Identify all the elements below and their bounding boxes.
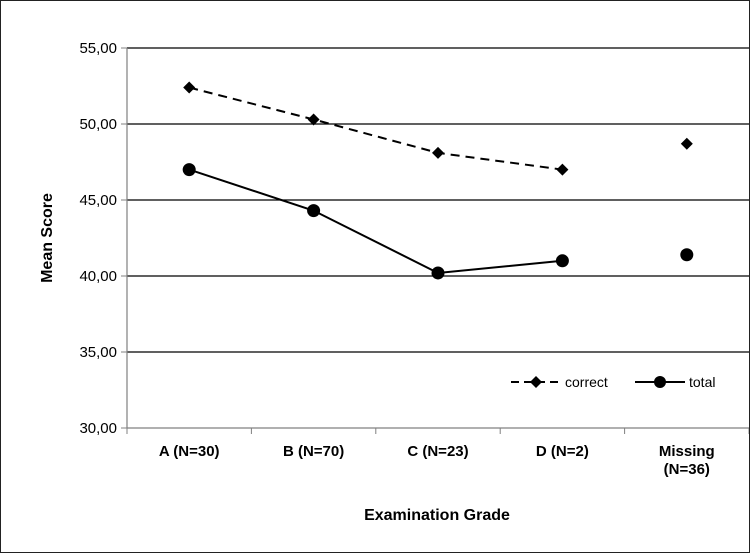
y-tick-labels: 30,00 35,00 40,00 45,00 50,00 55,00 — [79, 40, 117, 437]
x-tick-label: C (N=23) — [407, 443, 468, 460]
y-tick-label: 45,00 — [79, 192, 117, 209]
data-point-total — [307, 204, 321, 218]
series — [182, 81, 694, 280]
y-tick-label: 35,00 — [79, 344, 117, 361]
x-tick-labels: A (N=30) B (N=70) C (N=23) D (N=2) Missing (N… — [159, 443, 715, 478]
axes — [121, 47, 750, 434]
data-point-correct — [556, 163, 569, 176]
y-tick-label: 50,00 — [79, 116, 117, 133]
x-tick-label: A (N=30) — [159, 443, 220, 460]
data-point-correct — [680, 137, 693, 150]
data-point-total — [680, 248, 694, 262]
data-point-correct — [183, 81, 196, 94]
x-tick-label: D (N=2) — [536, 443, 589, 460]
legend-item-correct: correct — [511, 374, 608, 390]
series-line-total — [188, 168, 563, 274]
x-tick-label: B (N=70) — [283, 443, 344, 460]
data-point-total — [431, 266, 445, 280]
data-point-total — [555, 254, 569, 268]
data-point-total — [182, 163, 196, 177]
y-axis-title: Mean Score — [39, 193, 56, 283]
legend: correct total — [511, 374, 715, 390]
data-point-correct — [432, 146, 444, 159]
gridlines — [127, 47, 749, 353]
legend-label-correct: correct — [565, 374, 608, 390]
y-tick-label: 30,00 — [79, 420, 117, 437]
legend-marker-correct — [530, 376, 542, 388]
legend-marker-total — [654, 376, 666, 388]
y-tick-label: 55,00 — [79, 40, 117, 57]
legend-item-total: total — [635, 374, 715, 390]
series-correct — [183, 81, 693, 176]
series-total — [182, 163, 694, 280]
series-line-correct — [188, 86, 563, 171]
legend-label-total: total — [689, 374, 715, 390]
data-point-correct — [307, 113, 320, 126]
y-tick-label: 40,00 — [79, 268, 117, 285]
x-tick-label: Missing (N=36) — [659, 443, 715, 478]
x-axis-title: Examination Grade — [364, 507, 510, 524]
